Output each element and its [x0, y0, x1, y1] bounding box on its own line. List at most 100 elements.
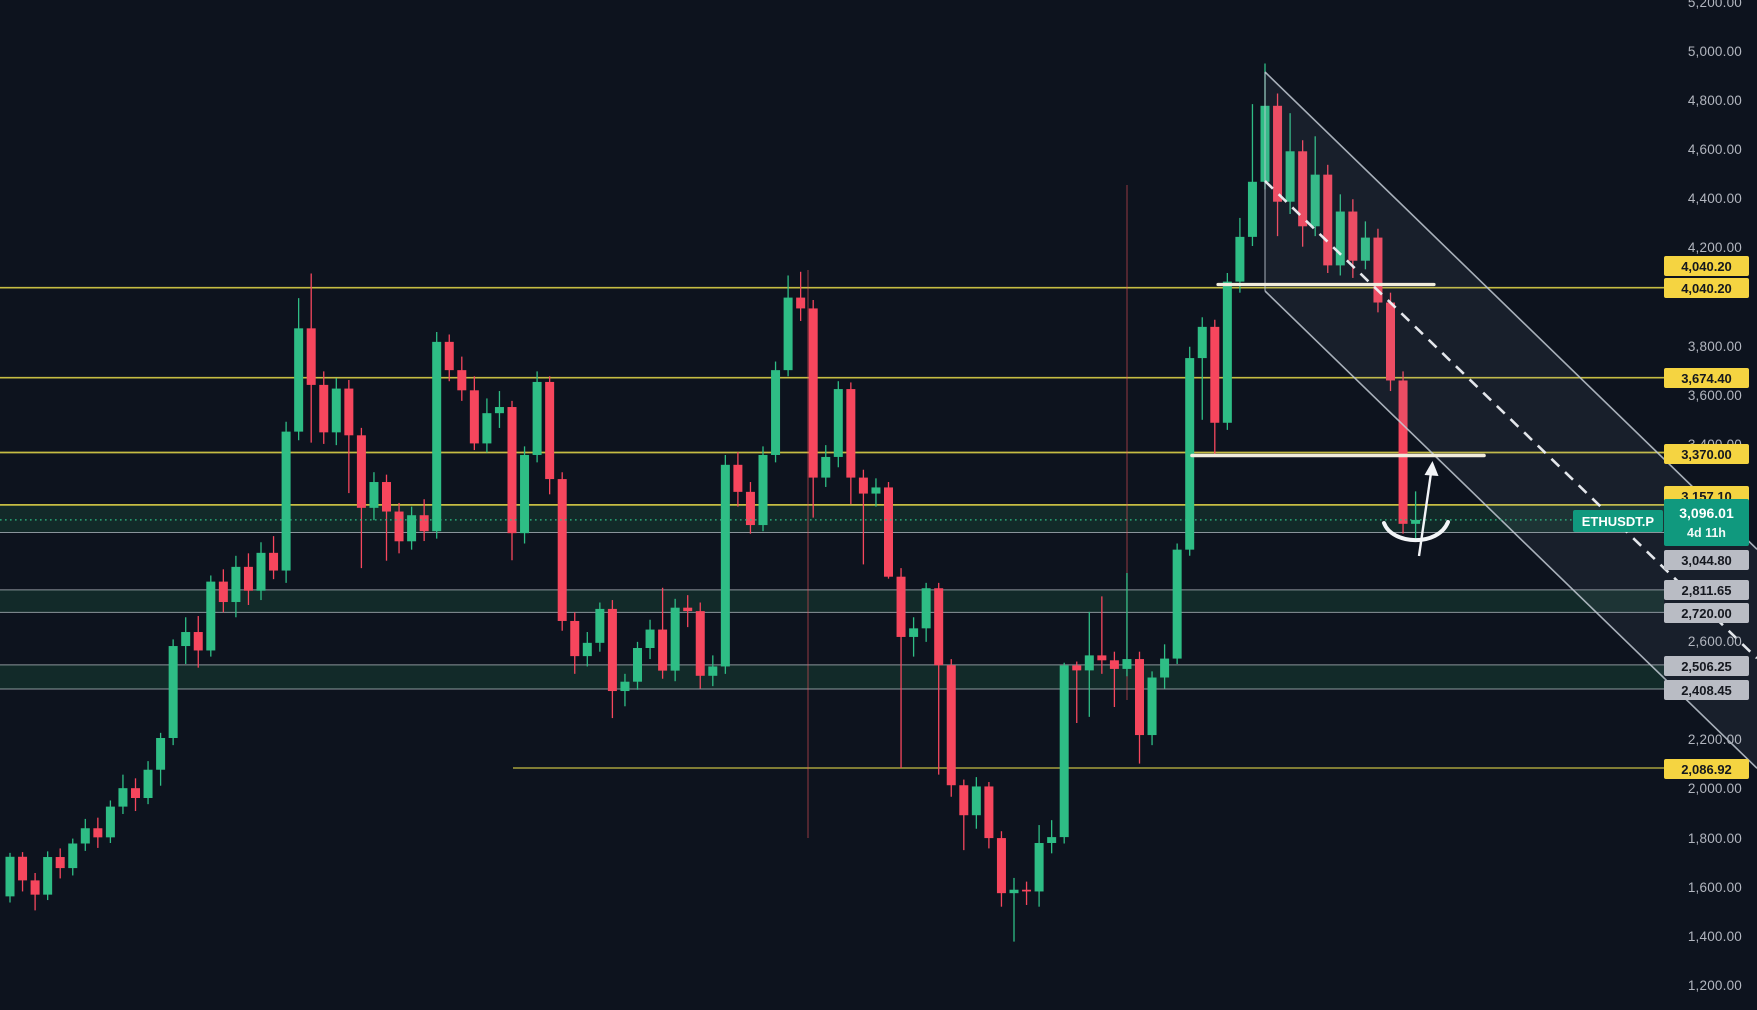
candle-body [996, 838, 1006, 894]
candle-body [118, 788, 128, 807]
candle-body [1398, 380, 1408, 524]
candle-body [494, 407, 504, 414]
bounce-annotation[interactable] [1382, 461, 1450, 557]
candle-body [934, 588, 944, 666]
candle-body [1210, 326, 1220, 423]
candle-body [1022, 889, 1032, 892]
candle-body [294, 328, 304, 432]
candle-body [1411, 519, 1421, 524]
candle-body [507, 407, 517, 534]
up-arrow-head-icon [1424, 461, 1439, 476]
horizontal-levels[interactable] [0, 286, 1664, 769]
candle-body [5, 856, 15, 897]
candle-body [745, 491, 755, 526]
candle-body [959, 785, 969, 816]
white-level-marks[interactable] [1190, 282, 1486, 458]
candle-body [557, 479, 567, 621]
candle-body [695, 611, 705, 676]
candle-body [921, 588, 931, 629]
candle-body [218, 581, 228, 603]
candle-body [582, 642, 592, 657]
candle-body [143, 769, 153, 799]
candle-body [683, 607, 693, 612]
candle-body [1386, 302, 1395, 381]
candle-body [1235, 236, 1245, 282]
candle-body [1097, 655, 1107, 661]
candle-body [658, 629, 668, 671]
candle-body [93, 828, 103, 838]
supply-demand-zones[interactable] [0, 504, 1664, 690]
candle-body [520, 454, 530, 534]
price-level-label[interactable]: 4,040.20 [1664, 256, 1749, 276]
candle-body [231, 566, 241, 603]
current-price-box[interactable]: 3,096.01 4d 11h [1664, 499, 1749, 546]
zone[interactable] [0, 664, 1664, 689]
candle-body [181, 632, 191, 647]
price-level-label[interactable]: 2,720.00 [1664, 603, 1749, 623]
candle-body [733, 464, 743, 492]
candle-body [1072, 665, 1082, 671]
candle-body [1222, 281, 1232, 423]
price-level-label[interactable]: 3,674.40 [1664, 368, 1749, 388]
candle-body [1009, 889, 1019, 894]
candle-body [331, 388, 341, 433]
candle-body [620, 681, 630, 692]
candle-body [394, 511, 404, 542]
candle-body [369, 482, 379, 508]
candle-body [896, 576, 906, 637]
candle-body [984, 786, 994, 839]
candle-body [783, 297, 793, 371]
candle-body [1298, 151, 1308, 227]
candle-body [645, 629, 655, 649]
candle-body [419, 515, 429, 532]
price-level-label[interactable]: 2,408.45 [1664, 680, 1749, 700]
price-level-label[interactable]: 2,506.25 [1664, 656, 1749, 676]
candle-body [1047, 837, 1057, 844]
candle-body [1285, 151, 1295, 202]
candle-body [720, 464, 730, 667]
candle-body [1034, 843, 1044, 892]
curve-annotation[interactable] [1382, 520, 1450, 543]
symbol-price-tag[interactable]: ETHUSDT.P [1572, 510, 1663, 532]
candle-body [407, 515, 417, 542]
price-level-label[interactable]: 2,086.92 [1664, 759, 1749, 779]
candle-body [1323, 174, 1333, 266]
candle-body [1084, 655, 1094, 671]
candle-countdown: 4d 11h [1687, 525, 1726, 540]
candle-body [43, 857, 53, 895]
candle-body [18, 856, 28, 881]
candle-body [1348, 211, 1358, 261]
candle-body [356, 435, 366, 508]
price-level-label[interactable]: 3,370.00 [1664, 444, 1749, 464]
candle-body [243, 566, 253, 591]
candle-body [871, 487, 881, 494]
up-arrow-shaft[interactable] [1417, 465, 1434, 557]
candle-body [1122, 659, 1132, 669]
candle-body [708, 666, 718, 676]
candle-body [281, 431, 291, 571]
zone[interactable] [0, 589, 1664, 613]
candle-body [30, 880, 40, 895]
candle-body [1147, 677, 1157, 736]
price-level-label[interactable]: 4,040.20 [1664, 278, 1749, 298]
price-level-label[interactable]: 2,811.65 [1664, 580, 1749, 600]
candle-body [168, 646, 178, 739]
candle-body [1160, 658, 1170, 678]
channel-upper-line[interactable] [1264, 71, 1757, 550]
candle-body [633, 648, 642, 682]
candlestick-series [5, 63, 1421, 942]
candle-body [256, 552, 266, 591]
candle-body [1335, 211, 1345, 266]
candle-body [457, 370, 467, 391]
candle-body [971, 786, 981, 816]
candle-body [1172, 549, 1182, 659]
price-level-label[interactable]: 3,044.80 [1664, 550, 1749, 570]
candle-body [946, 665, 956, 786]
candle-body [1373, 237, 1383, 303]
candle-body [206, 581, 216, 651]
candle-body [1273, 105, 1283, 202]
candle-body [432, 341, 442, 532]
candle-body [1109, 660, 1119, 669]
